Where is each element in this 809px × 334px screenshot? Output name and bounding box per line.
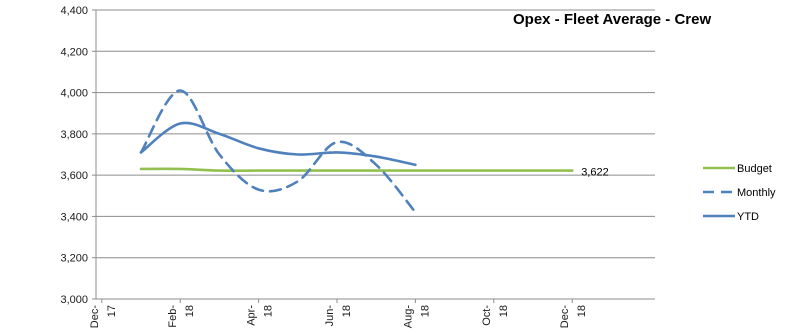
x-tick-label: Dec- 17	[89, 305, 118, 329]
y-tick-label: 3,400	[60, 211, 88, 223]
data-label-budget-end: 3,622	[581, 167, 609, 179]
series-line-ytd	[139, 121, 417, 167]
legend: Budget Monthly YTD	[703, 163, 776, 223]
y-tick-label: 3,800	[60, 129, 88, 141]
y-tick-label: 4,000	[60, 88, 88, 100]
series-lines	[139, 89, 574, 214]
y-tick-label: 3,200	[60, 253, 88, 265]
data-labels: 3,622	[581, 167, 609, 179]
y-tick-label: 3,000	[60, 294, 88, 306]
x-tick-label: Jun- 18	[324, 305, 353, 327]
x-tick-label: Dec- 18	[559, 305, 588, 329]
legend-label-budget: Budget	[737, 163, 772, 175]
y-tick-label: 4,200	[60, 46, 88, 58]
series-line-monthly	[139, 89, 417, 214]
x-tick-label: Feb- 18	[167, 305, 196, 328]
gridlines	[96, 9, 655, 300]
y-tick-label: 4,400	[60, 5, 88, 17]
legend-label-ytd: YTD	[737, 211, 759, 223]
series-line-budget	[139, 167, 574, 173]
legend-label-monthly: Monthly	[737, 187, 776, 199]
x-tick-label: Apr- 18	[246, 305, 275, 326]
y-tick-label: 3,600	[60, 170, 88, 182]
chart-title: Opex - Fleet Average - Crew	[513, 11, 711, 28]
axes: 3,000 3,200 3,400 3,600 3,800 4,000 4,200 4,400…	[60, 5, 655, 328]
x-tick-label: Oct- 18	[481, 305, 510, 326]
x-tick-label: Aug- 18	[402, 305, 431, 329]
